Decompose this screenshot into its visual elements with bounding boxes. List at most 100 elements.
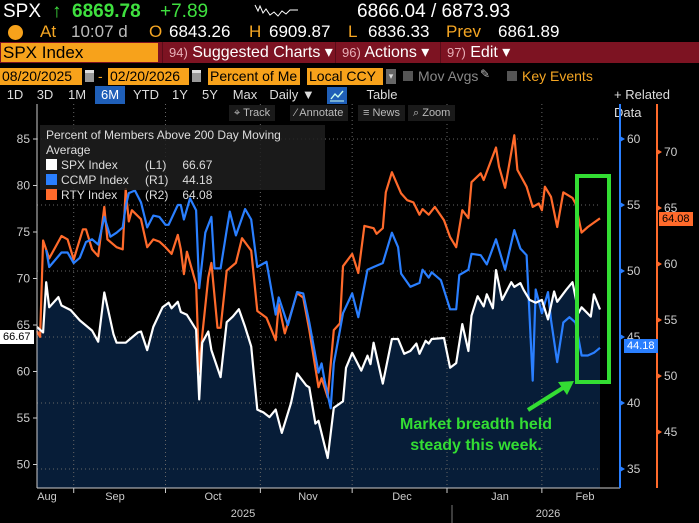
up-arrow-icon: ↑ [52, 1, 62, 22]
sparkline-icon [254, 4, 298, 17]
y-tick-label-l1: 60 [17, 365, 31, 379]
start-date-field[interactable]: 08/20/2025 [0, 68, 82, 85]
y-tick-label-l1: 80 [17, 179, 31, 193]
track-tool[interactable]: ⌖ Track [229, 105, 276, 121]
prev-value: 6861.89 [498, 22, 560, 41]
chart-canvas[interactable]: 5055606570758085354045505560455055606570… [0, 104, 699, 523]
series-line-rty [36, 134, 601, 399]
legend-axis: (L1) [145, 158, 167, 172]
high-label: H [249, 22, 262, 41]
y-tick-label-l1: 65 [17, 318, 31, 332]
y-tick [620, 202, 625, 208]
arrowhead-icon [558, 381, 574, 395]
menu-actions[interactable]: 96) Actions ▾ [335, 42, 435, 63]
key-events-label: Key Events [522, 68, 593, 84]
calendar-icon[interactable] [192, 70, 201, 82]
timeframe-1m[interactable]: 1M [67, 87, 87, 102]
y-tick-label-r1: 50 [627, 264, 641, 278]
periodicity-dropdown[interactable]: Daily ▼ [269, 87, 315, 102]
x-tick-label: Oct [204, 491, 221, 503]
timeframe-3d[interactable]: 3D [36, 87, 54, 102]
y-tick [657, 317, 662, 323]
year-label: 2026 [536, 508, 560, 520]
y-tick [620, 466, 625, 472]
year-label: 2025 [231, 508, 255, 520]
highlight-box [575, 174, 611, 384]
legend-name: CCMP Index [61, 173, 129, 187]
timeframe-ytd[interactable]: YTD [133, 87, 159, 102]
y-tick [657, 205, 662, 211]
menu-number: 94) [169, 45, 188, 60]
pencil-icon[interactable]: ✎ [480, 67, 491, 81]
legend-item-spx[interactable]: SPX Index (L1) 66.67 [46, 158, 319, 173]
table-button[interactable]: Table [366, 87, 398, 102]
y-tick-label-r2: 60 [664, 257, 678, 271]
zoom-tool[interactable]: ⌕ Zoom [408, 105, 456, 121]
key-events-checkbox[interactable] [507, 71, 517, 81]
timeframe-6m[interactable]: 6M [95, 86, 125, 104]
x-tick-label: Sep [105, 491, 125, 503]
menu-label: Suggested Charts ▾ [192, 44, 333, 61]
at-label: At [40, 22, 57, 41]
menu-suggested-charts[interactable]: 94) Suggested Charts ▾ [162, 42, 339, 63]
alert-bell-icon[interactable] [8, 25, 23, 40]
news-tool[interactable]: ≡ News [358, 105, 405, 121]
tool-label: Track [243, 107, 271, 119]
ticker: SPX [3, 1, 42, 22]
timeframe-1y[interactable]: 1Y [172, 87, 188, 102]
legend-swatch [46, 189, 57, 200]
legend-title: Percent of Members Above 200 Day Moving … [46, 128, 281, 157]
y-tick [657, 261, 662, 267]
y-tick-label-r1: 55 [627, 198, 641, 212]
legend-item-rty[interactable]: RTY Index (R2) 64.08 [46, 188, 319, 203]
prev-label: Prev [446, 22, 481, 41]
y-tick-label-r2: 50 [664, 369, 678, 383]
y-tick-label-l1: 70 [17, 272, 31, 286]
annotation-text: Market breadth held steady this week. [378, 414, 574, 456]
line-chart-icon[interactable] [327, 87, 347, 104]
y-tick [657, 429, 662, 435]
menu-label: Edit ▾ [470, 44, 511, 61]
y-tick-label-l1: 85 [17, 132, 31, 146]
price-change: +7.89 [160, 1, 209, 22]
y-tick [620, 268, 625, 274]
timeframe-max[interactable]: Max [232, 87, 258, 102]
open-value: 6843.26 [169, 22, 231, 41]
legend-name: RTY Index [61, 188, 118, 202]
crosshair-icon: ⌖ [234, 107, 244, 119]
y-tick [620, 400, 625, 406]
y-tick-label-r1: 40 [627, 396, 641, 410]
legend-swatch [46, 159, 57, 170]
related-data-button[interactable]: + Related Data [614, 87, 671, 120]
menu-edit[interactable]: 97) Edit ▾ [440, 42, 516, 63]
legend-swatch [46, 174, 57, 185]
x-tick-label: Feb [576, 491, 595, 503]
legend-item-ccmp[interactable]: CCMP Index (R1) 44.18 [46, 173, 319, 188]
magnifier-icon: ⌕ [413, 107, 423, 119]
end-date-field[interactable]: 02/20/2026 [108, 68, 189, 85]
tool-label: Annotate [299, 107, 344, 119]
field-selector[interactable]: Percent of Me [208, 68, 300, 85]
series-line-spx [36, 269, 602, 460]
timeframe-5y[interactable]: 5Y [202, 87, 218, 102]
legend-value: 44.18 [182, 173, 213, 187]
high-value: 6909.87 [269, 22, 331, 41]
legend-axis: (R2) [145, 188, 169, 202]
series-line-ccmp [45, 189, 601, 410]
timeframe-1d[interactable]: 1D [6, 87, 24, 102]
low-label: L [348, 22, 358, 41]
annotate-tool[interactable]: ⁄ Annotate [290, 105, 349, 121]
calendar-icon[interactable] [85, 70, 94, 82]
x-tick-label: Nov [298, 491, 318, 503]
last-price: 6869.78 [72, 1, 141, 22]
tool-label: News [372, 107, 400, 119]
annotation-line: Market breadth held [399, 416, 553, 433]
legend-name: SPX Index [61, 158, 118, 172]
legend-value: 66.67 [182, 158, 213, 172]
dropdown-arrow-icon[interactable]: ▾ [386, 69, 396, 84]
security-field[interactable]: SPX Index [1, 43, 158, 62]
currency-selector[interactable]: Local CCY [307, 68, 383, 85]
y-tick [620, 334, 625, 340]
mov-avgs-checkbox[interactable] [403, 71, 413, 81]
y-tick [657, 373, 662, 379]
